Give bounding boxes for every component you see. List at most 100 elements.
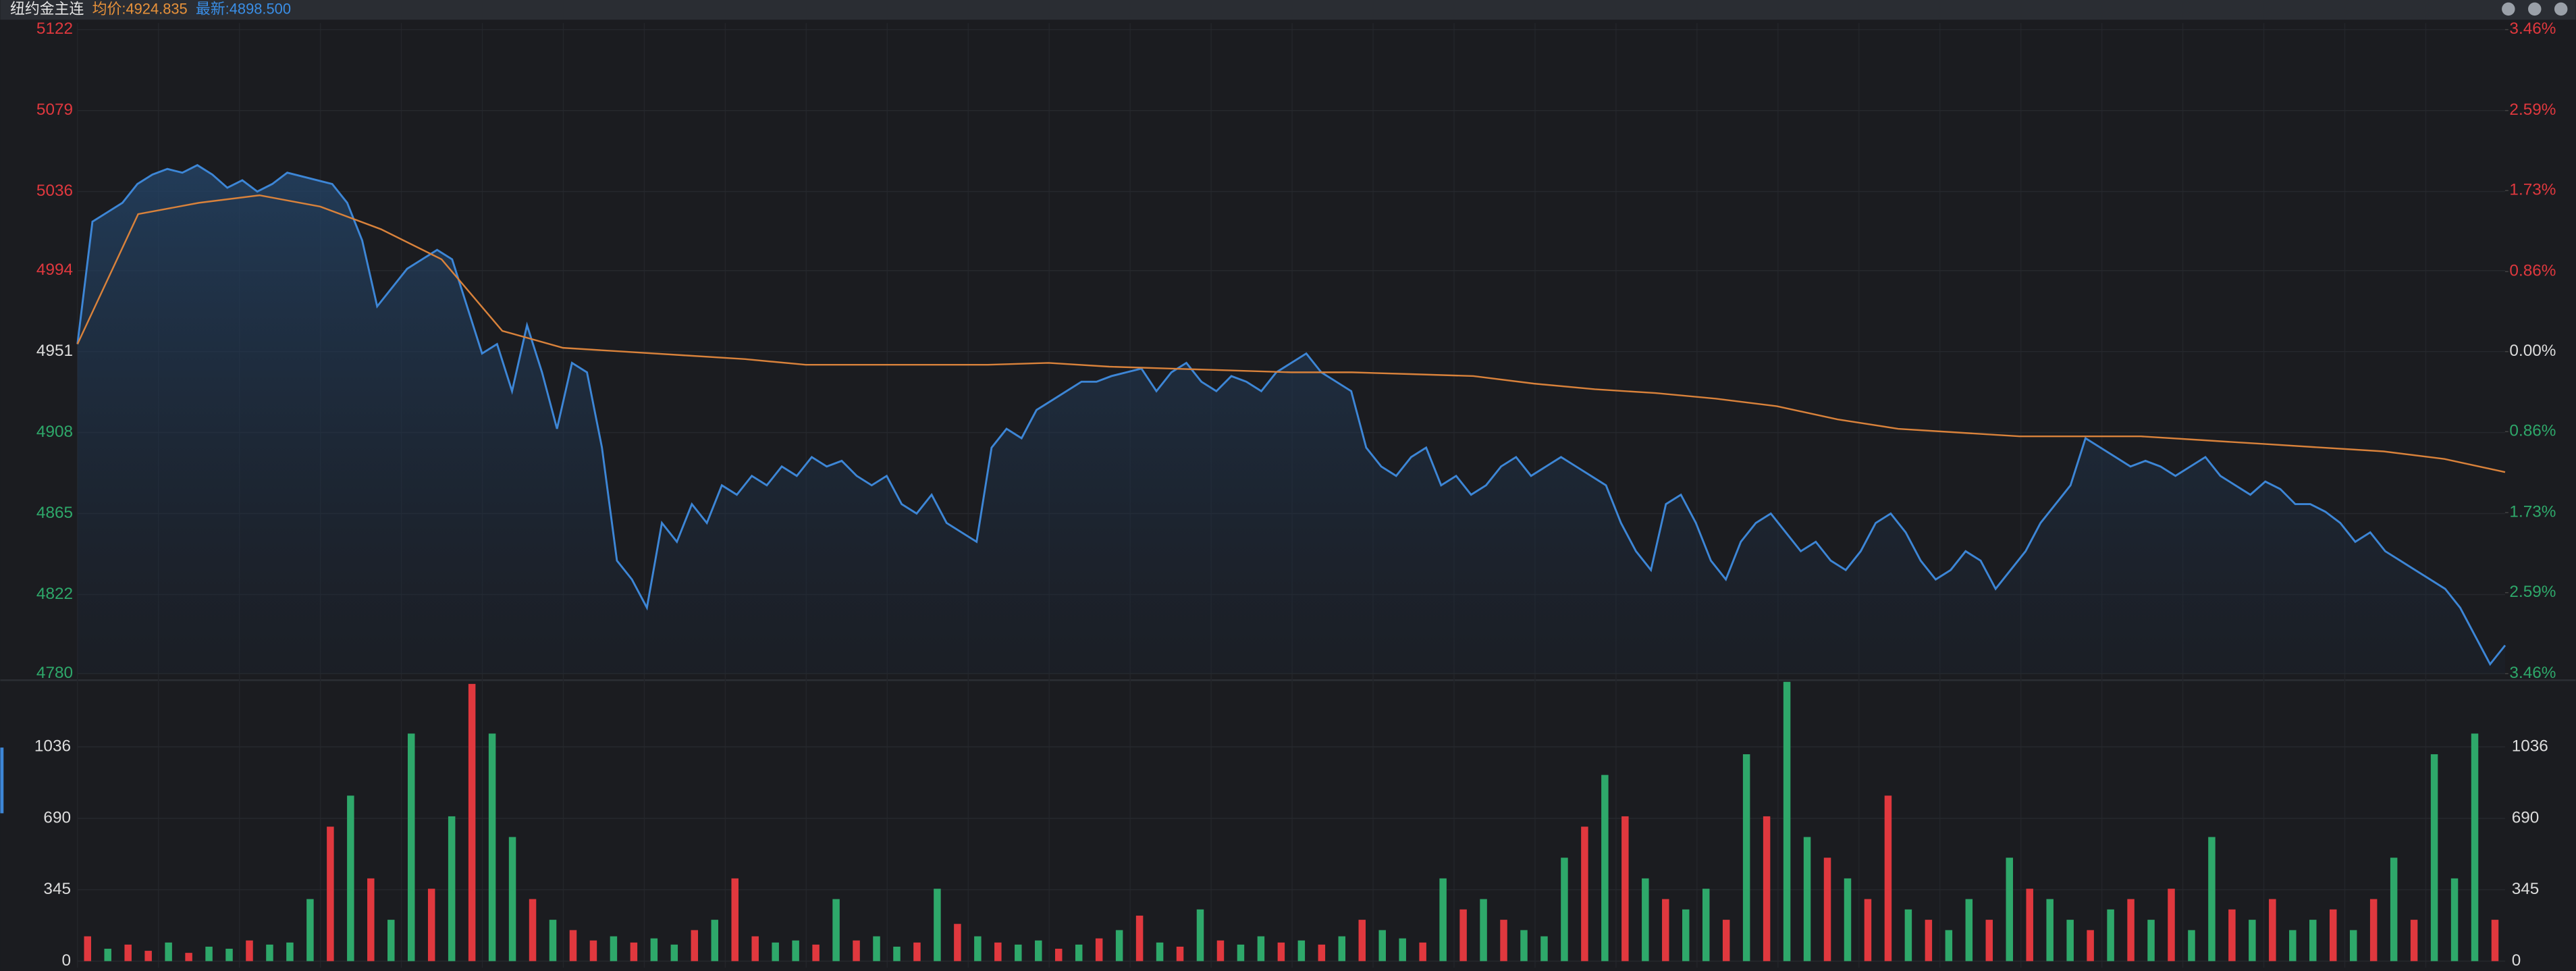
settings-button[interactable] — [2554, 2, 2568, 16]
volume-bar — [508, 837, 516, 962]
volume-tick-label-right: 1036 — [2512, 737, 2548, 755]
volume-bar — [2006, 858, 2013, 962]
volume-bar — [1500, 920, 1507, 962]
volume-bar — [913, 942, 921, 962]
volume-bar — [2329, 909, 2337, 962]
volume-bar — [589, 940, 597, 962]
volume-tick-label-right: 345 — [2512, 880, 2540, 898]
zoom-out-button[interactable] — [2528, 2, 2542, 16]
y-tick-label: 4908 — [36, 423, 73, 441]
volume-bar — [2046, 899, 2054, 962]
volume-bar — [1480, 899, 1487, 962]
y2-tick-label: 0.86% — [2509, 422, 2556, 440]
volume-bar — [2147, 920, 2155, 962]
volume-bar — [1439, 878, 1447, 962]
volume-bar — [1095, 938, 1103, 962]
volume-bar — [2127, 899, 2135, 962]
volume-bar — [1945, 930, 1953, 962]
volume-bar — [2269, 899, 2276, 962]
volume-bar — [569, 930, 577, 962]
volume-bar — [2491, 920, 2499, 962]
volume-bar — [2168, 889, 2175, 962]
average-price: 均价:4924.835 — [92, 0, 188, 17]
volume-bar — [185, 953, 192, 962]
volume-bar — [468, 683, 476, 962]
volume-tick-label: 0 — [61, 951, 71, 970]
volume-bar — [1783, 681, 1791, 962]
volume-bar — [427, 889, 435, 962]
y-tick-label: 4865 — [36, 504, 73, 522]
volume-bar — [1257, 936, 1265, 962]
y2-tick-label: 1.73% — [2509, 503, 2556, 521]
volume-bar — [751, 936, 759, 962]
volume-bar — [1682, 909, 1690, 962]
volume-bar — [893, 946, 901, 962]
volume-bar — [1985, 920, 1993, 962]
volume-bar — [1601, 775, 1609, 962]
volume-bar — [2430, 754, 2438, 962]
volume-bar — [1763, 816, 1771, 962]
volume-bar — [327, 826, 334, 962]
volume-bar — [2450, 878, 2459, 962]
volume-bar — [1702, 889, 1710, 962]
volume-bar — [1965, 899, 1973, 962]
volume-bar — [1823, 858, 1831, 962]
volume-bar — [225, 949, 233, 962]
volume-bar — [347, 795, 354, 962]
y2-tick-label: 1.73% — [2509, 181, 2556, 199]
volume-bar — [1035, 940, 1042, 962]
volume-bar — [205, 946, 213, 962]
volume-bar — [1216, 940, 1225, 962]
volume-bar — [1621, 816, 1629, 962]
volume-bar — [731, 878, 739, 962]
y-tick-label: 5036 — [36, 182, 73, 200]
volume-bar — [1803, 837, 1811, 962]
volume-bar — [792, 940, 799, 962]
latest-price: 最新:4898.500 — [196, 0, 291, 17]
volume-bar — [286, 942, 294, 962]
volume-bar — [1237, 944, 1245, 962]
average-line — [76, 194, 2506, 473]
volume-bar — [1844, 878, 1852, 962]
volume-bar — [1297, 940, 1306, 962]
y2-tick-label: 0.86% — [2509, 262, 2556, 280]
volume-bar — [2390, 858, 2398, 962]
volume-bar — [1581, 826, 1588, 962]
volume-bar — [2289, 930, 2297, 962]
volume-bar — [1338, 936, 1346, 962]
volume-bar — [246, 940, 253, 962]
volume-bar — [1904, 909, 1912, 962]
volume-bar — [954, 924, 961, 962]
toolbar — [2502, 2, 2568, 16]
volume-bar — [2087, 930, 2094, 962]
volume-bar — [1540, 936, 1548, 962]
volume-bar — [934, 889, 941, 962]
chart-title: 纽约金主连 — [10, 0, 84, 17]
volume-bar — [1561, 858, 1568, 962]
volume-tick-label-right: 0 — [2512, 951, 2521, 970]
volume-bar — [549, 920, 557, 962]
volume-bar — [387, 920, 395, 962]
volume-bar — [1864, 899, 1872, 962]
volume-bar — [2188, 930, 2195, 962]
volume-bar — [1642, 878, 1649, 962]
zoom-in-button[interactable] — [2502, 2, 2515, 16]
volume-bar — [974, 936, 982, 962]
volume-bar — [104, 949, 111, 962]
volume-bar — [691, 930, 699, 962]
volume-bar — [1318, 944, 1326, 962]
volume-bar — [2349, 930, 2357, 962]
y-tick-label: 4951 — [36, 342, 73, 360]
y2-tick-label: 2.59% — [2509, 583, 2556, 601]
volume-bar — [1115, 930, 1123, 962]
volume-bar — [2471, 733, 2479, 962]
volume-bar — [610, 936, 618, 962]
volume-bar — [2066, 920, 2074, 962]
volume-bar — [812, 944, 820, 962]
volume-bar — [306, 899, 314, 962]
volume-bar — [2369, 899, 2378, 962]
volume-bar — [1054, 949, 1063, 962]
volume-bar — [994, 942, 1002, 962]
y-tick-label: 4994 — [36, 261, 73, 279]
